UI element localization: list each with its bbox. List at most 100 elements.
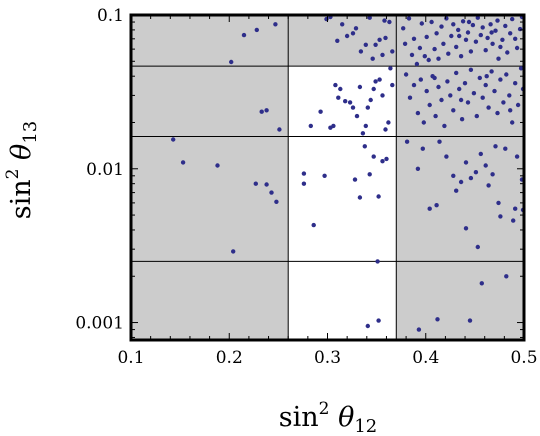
data-point [357, 84, 363, 90]
data-point [463, 160, 469, 165]
data-point [513, 206, 518, 211]
data-point [458, 97, 464, 103]
data-point [510, 16, 515, 22]
data-point [365, 105, 370, 110]
data-point [489, 69, 494, 74]
data-point [449, 33, 454, 39]
data-point [415, 110, 421, 116]
data-point [353, 26, 359, 31]
data-point [371, 86, 376, 92]
data-point [360, 131, 366, 136]
data-point [493, 28, 498, 33]
data-point [475, 244, 480, 250]
data-point [454, 70, 459, 76]
data-point [486, 183, 491, 188]
data-point [427, 206, 432, 211]
data-point [352, 177, 358, 182]
data-point [333, 82, 338, 88]
data-point [409, 52, 415, 58]
data-point [171, 137, 176, 142]
data-point [493, 144, 498, 149]
data-point [434, 31, 439, 36]
data-point [505, 50, 510, 55]
data-point [367, 15, 372, 20]
data-point [501, 100, 506, 105]
data-point [495, 18, 500, 23]
data-point [485, 35, 490, 41]
data-points [171, 14, 526, 332]
data-point [486, 105, 491, 110]
data-point [503, 146, 508, 151]
data-point [500, 37, 505, 42]
data-point [357, 195, 363, 200]
data-point [439, 24, 444, 29]
data-point [456, 27, 461, 33]
data-point [489, 30, 494, 35]
data-point [468, 175, 474, 181]
data-point [301, 171, 307, 176]
data-point [370, 56, 375, 61]
data-point [507, 93, 512, 98]
data-point [368, 97, 373, 103]
data-point [324, 16, 329, 22]
data-point [254, 27, 259, 33]
data-point [492, 88, 497, 94]
data-point [468, 67, 474, 73]
data-point [411, 36, 417, 41]
data-point [335, 38, 340, 43]
data-point [518, 66, 524, 71]
data-point [437, 139, 442, 144]
data-point [466, 19, 472, 25]
data-point [490, 172, 495, 177]
data-point [388, 66, 393, 71]
data-point [479, 281, 484, 286]
data-point [451, 108, 456, 113]
data-point [367, 172, 372, 177]
data-point [498, 214, 503, 219]
data-point [318, 109, 323, 114]
data-point [380, 52, 385, 58]
data-point [436, 56, 441, 61]
data-point [273, 22, 278, 27]
data-point [484, 74, 489, 79]
data-point [411, 82, 417, 88]
data-point [480, 95, 485, 100]
data-point [498, 77, 503, 82]
data-point [439, 97, 444, 103]
data-point [445, 79, 450, 84]
data-point [483, 48, 488, 53]
data-point [426, 57, 431, 63]
data-point [390, 49, 395, 54]
x-tick-label: 0.4 [412, 348, 439, 368]
x-tick-label: 0.3 [314, 348, 341, 368]
data-point [375, 259, 380, 264]
data-point [514, 154, 520, 159]
data-point [462, 81, 468, 86]
data-point [180, 160, 186, 165]
data-point [432, 75, 437, 81]
data-point [504, 72, 509, 77]
data-point [480, 25, 485, 30]
data-point [434, 203, 439, 208]
data-point [454, 44, 459, 50]
data-point [380, 93, 385, 98]
data-point [340, 22, 345, 27]
data-point [432, 46, 437, 52]
data-point [498, 44, 503, 50]
data-point [442, 123, 447, 129]
data-point [436, 84, 441, 90]
y-tick-label: 0.1 [97, 6, 124, 26]
data-point [424, 34, 429, 40]
data-point [433, 113, 438, 119]
data-point [424, 88, 429, 94]
data-point [422, 54, 427, 59]
data-point [384, 156, 389, 162]
data-point [322, 173, 327, 178]
data-point [457, 33, 462, 39]
data-point [418, 77, 423, 82]
data-point [454, 188, 459, 193]
data-point [354, 113, 360, 119]
data-point [465, 100, 471, 105]
axis-ticks [130, 14, 525, 340]
